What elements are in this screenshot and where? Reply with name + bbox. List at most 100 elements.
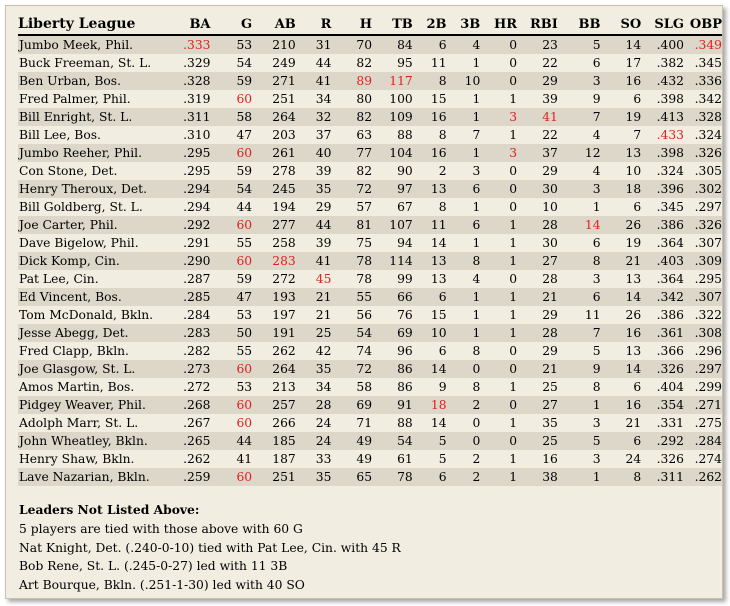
stat-cell-tb: 86 [397,380,413,394]
table-row: Bill Lee, Bos. .310 47 203 37 63 88 8 7 1 22 4 7.433… [18,126,722,144]
stat-cell-obp: .274 [694,452,722,466]
stat-cell-3b: 1 [446,144,481,162]
stat-cell-obp: .336 [683,72,722,90]
stat-cell-so: 16 [600,396,642,414]
stat-cell-bb: 7 [557,108,601,126]
stat-cell-obp: .307 [694,236,722,250]
player-name: Jesse Abegg, Det. [18,324,173,342]
stat-cell-h: 56 [356,308,373,322]
stat-cell-so: 14 [600,288,642,306]
stat-cell-3b: 2 [472,452,481,466]
stat-cell-h: 75 [356,236,373,250]
player-name: Jumbo Meek, Phil. [18,35,173,54]
stat-cell-rbi: 21 [517,288,558,306]
stat-cell-r: 39 [315,164,332,178]
stat-cell-ba: .273 [172,360,211,378]
stat-cell-3b: 1 [446,288,481,306]
stat-cell-tb: 100 [389,92,413,106]
column-header-2b: 2B [412,14,447,36]
stat-cell-rbi: 25 [517,432,558,450]
stat-cell-obp: .302 [683,180,722,198]
stat-cell-so: 14 [600,35,642,54]
stat-cell-tb: 117 [372,72,413,90]
stat-cell-bb: 12 [557,144,601,162]
stats-panel: Liberty League BA G AB R H TB 2B 3B HR RBI BB SO SLG… [5,5,723,599]
stat-cell-ba: .287 [183,272,211,286]
table-row: Fred Clapp, Bkln. .282 55 262 42 74 96 6 8 0 29 5 13… [18,342,722,360]
stat-cell-obp: .297 [694,200,722,214]
stat-cell-3b: 4 [446,35,481,54]
stat-cell-h: 54 [331,324,373,342]
table-row: Ben Urban, Bos. .328 59 271 41 89 117 8 10 0 29 3 16… [18,72,722,90]
stat-cell-ab: 251 [252,468,296,486]
column-header-h: H [331,14,373,36]
table-row: Amos Martin, Bos. .272 53 213 34 58 86 9 8 1 25 8 6.… [18,378,722,396]
stat-cell-bb: 9 [557,360,601,378]
stat-cell-g: 60 [210,216,253,234]
column-header-rbi: RBI [517,14,558,36]
stat-cell-g: 50 [210,324,253,342]
stat-cell-bb: 6 [592,56,601,70]
stat-cell-r: 41 [295,252,332,270]
stat-cell-3b: 1 [472,56,481,70]
table-row: Adolph Marr, St. L. .267 60 266 24 71 88 14 0 1 35… [18,414,722,432]
stat-cell-3b: 2 [446,468,481,486]
stat-cell-ba: .292 [172,216,211,234]
stat-cell-g: 60 [210,468,253,486]
stat-cell-g: 59 [236,272,253,286]
stat-cell-bb: 3 [557,180,601,198]
stat-cell-3b: 7 [472,128,481,142]
column-header-r: R [295,14,332,36]
stat-cell-ab: 271 [252,72,296,90]
stat-cell-hr: 0 [509,56,518,70]
stat-cell-obp: .309 [683,252,722,270]
player-name: Joe Carter, Phil. [18,216,173,234]
stat-cell-slg: .324 [656,164,684,178]
table-row: Buck Freeman, St. L. .329 54 249 44 82 95 11 1 0 2… [18,54,722,72]
stat-cell-tb: 78 [372,468,413,486]
stat-cell-r: 33 [315,452,332,466]
stat-cell-h: 63 [356,128,373,142]
stat-cell-bb: 6 [592,236,601,250]
stat-cell-ba: .291 [183,236,211,250]
player-name: Joe Glasgow, St. L. [18,360,173,378]
player-name: Con Stone, Det. [19,164,118,178]
stat-cell-hr: 1 [509,236,518,250]
stat-cell-rbi: 29 [542,164,558,178]
stat-cell-so: 13 [600,144,642,162]
stat-cell-r: 25 [295,324,332,342]
stat-cell-g: 41 [236,452,253,466]
stat-cell-bb: 1 [592,200,601,214]
stat-cell-hr: 0 [480,180,518,198]
stat-cell-bb: 7 [557,324,601,342]
stat-cell-obp: .284 [683,432,722,450]
stat-cell-hr: 1 [509,308,518,322]
stat-cell-r: 24 [315,416,332,430]
stat-cell-ba: .294 [172,180,211,198]
stat-cell-bb: 3 [592,272,601,286]
stat-cell-tb: 67 [397,200,413,214]
stat-cell-ab: 187 [272,452,296,466]
stat-cell-ab: 272 [272,272,296,286]
player-name: Pat Lee, Cin. [19,272,99,286]
stat-cell-rbi: 41 [517,108,558,126]
stat-cell-ab: 278 [272,164,296,178]
stat-cell-slg: .433 [656,128,684,142]
stat-cell-g: 47 [236,128,253,142]
stat-cell-2b: 15 [430,308,447,322]
stat-cell-so: 21 [625,416,642,430]
player-name: Dave Bigelow, Phil. [19,236,139,250]
stat-cell-slg: .364 [656,236,684,250]
stat-cell-rbi: 27 [517,252,558,270]
stat-cell-tb: 96 [397,344,413,358]
stat-cell-g: 60 [210,360,253,378]
stat-cell-3b: 1 [472,200,481,214]
stat-cell-tb: 99 [397,272,413,286]
stat-cell-so: 8 [600,468,642,486]
stat-cell-2b: 6 [438,344,447,358]
stat-cell-slg: .386 [656,308,684,322]
stat-cell-g: 60 [210,144,253,162]
stat-cell-ba: .294 [183,200,211,214]
stat-cell-hr: 1 [509,452,518,466]
player-name: Adolph Marr, St. L. [19,416,139,430]
